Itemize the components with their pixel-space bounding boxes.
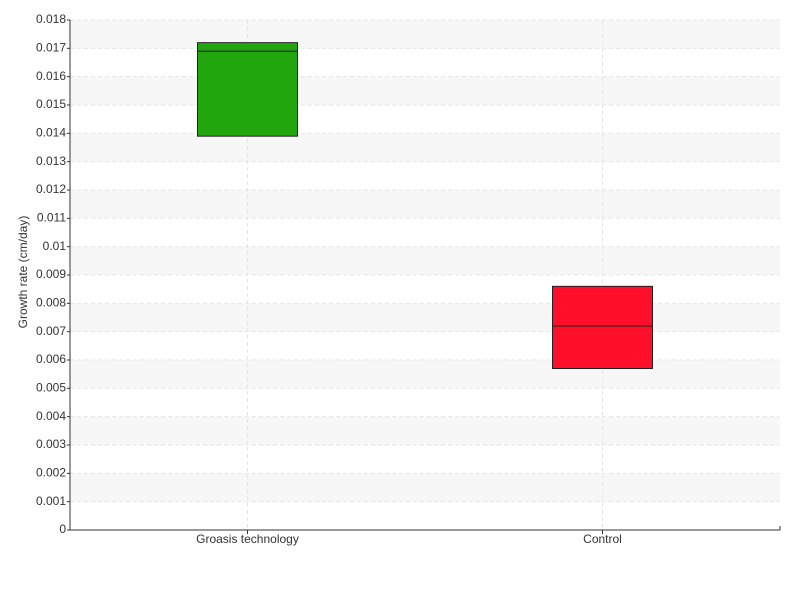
x-tick-label: Control	[583, 532, 622, 546]
grid-band	[70, 246, 780, 275]
y-tick-label: 0.009	[36, 267, 66, 281]
grid-band	[70, 473, 780, 502]
y-tick-label: 0.002	[36, 466, 66, 480]
x-tick-label: Groasis technology	[196, 532, 299, 546]
y-tick-label: 0.016	[36, 69, 66, 83]
y-tick-label: 0.003	[36, 437, 66, 451]
y-tick-label: 0.007	[36, 324, 66, 338]
y-tick-label: 0.004	[36, 409, 66, 423]
y-axis-label: Growth rate (cm/day)	[16, 216, 30, 329]
grid-band	[70, 190, 780, 219]
grid-band	[70, 133, 780, 162]
y-tick-label: 0.01	[43, 239, 67, 253]
y-tick-label: 0.011	[37, 211, 66, 225]
y-tick-label: 0	[59, 522, 66, 536]
grid-band	[70, 20, 780, 49]
box	[197, 42, 298, 137]
grid-band	[70, 360, 780, 389]
grid-band	[70, 303, 780, 332]
y-tick-label: 0.014	[36, 126, 66, 140]
box	[552, 285, 653, 370]
y-tick-label: 0.013	[36, 154, 66, 168]
y-tick-label: 0.005	[36, 381, 66, 395]
y-tick-label: 0.006	[36, 352, 66, 366]
y-tick-label: 0.018	[36, 12, 66, 26]
y-tick-label: 0.012	[36, 182, 66, 196]
y-tick-label: 0.015	[36, 97, 66, 111]
grid-band	[70, 416, 780, 445]
y-tick-label: 0.001	[36, 494, 66, 508]
y-tick-label: 0.017	[36, 41, 66, 55]
y-tick-label: 0.008	[36, 296, 66, 310]
grid-band	[70, 76, 780, 105]
